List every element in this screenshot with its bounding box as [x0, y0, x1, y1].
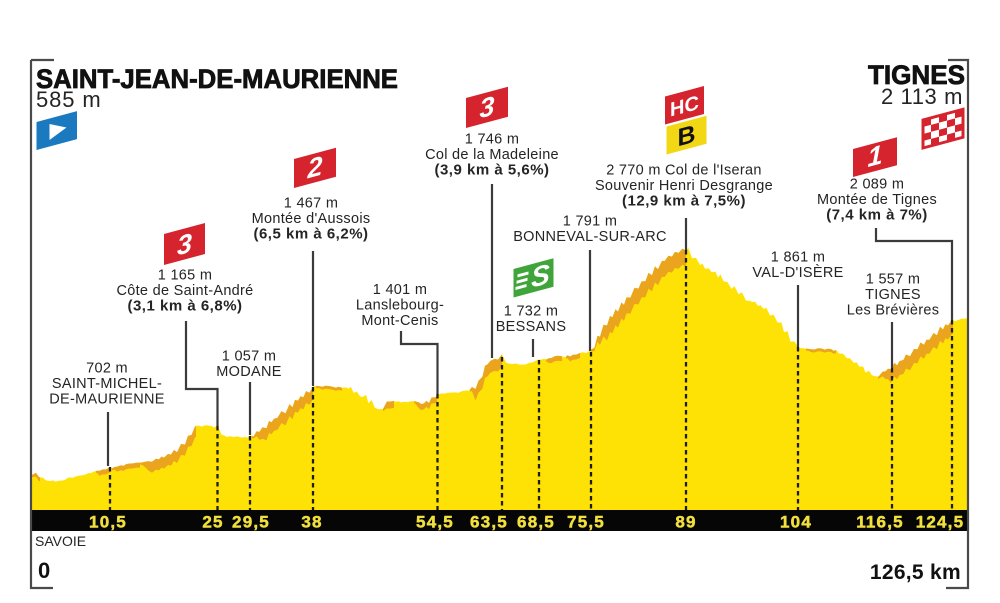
svg-text:1: 1 — [867, 139, 882, 173]
svg-text:SAVOIE: SAVOIE — [35, 533, 86, 549]
svg-text:1 791 m: 1 791 m — [563, 213, 618, 229]
svg-text:TIGNES: TIGNES — [865, 287, 921, 303]
svg-text:Montée de Tignes: Montée de Tignes — [817, 192, 937, 208]
svg-text:S: S — [531, 258, 550, 294]
svg-text:Côte de Saint-André: Côte de Saint-André — [116, 283, 253, 299]
svg-text:(6,5 km à 6,2%): (6,5 km à 6,2%) — [253, 225, 368, 242]
svg-text:SAINT-MICHEL-: SAINT-MICHEL- — [52, 376, 162, 392]
svg-text:Lanslebourg-: Lanslebourg- — [356, 297, 444, 313]
svg-text:1 401 m: 1 401 m — [373, 282, 428, 298]
svg-text:2 113 m: 2 113 m — [881, 84, 963, 109]
svg-text:3: 3 — [177, 227, 192, 261]
svg-text:1 861 m: 1 861 m — [771, 249, 826, 265]
svg-text:1 057 m: 1 057 m — [222, 348, 277, 364]
svg-text:B: B — [677, 120, 695, 152]
svg-text:BONNEVAL-SUR-ARC: BONNEVAL-SUR-ARC — [513, 229, 667, 245]
svg-text:89: 89 — [675, 513, 696, 532]
svg-text:3: 3 — [479, 90, 494, 124]
svg-text:TIGNES: TIGNES — [868, 60, 965, 90]
svg-text:(12,9 km à 7,5%): (12,9 km à 7,5%) — [622, 192, 746, 209]
svg-text:126,5 km: 126,5 km — [870, 561, 961, 584]
svg-text:Montée d'Aussois: Montée d'Aussois — [252, 211, 371, 227]
svg-text:MODANE: MODANE — [216, 364, 281, 380]
svg-text:63,5: 63,5 — [470, 513, 508, 532]
svg-text:1 467 m: 1 467 m — [284, 195, 339, 211]
svg-text:702 m: 702 m — [86, 360, 128, 376]
svg-text:BESSANS: BESSANS — [496, 319, 567, 335]
svg-text:1 165 m: 1 165 m — [158, 267, 213, 283]
svg-text:Mont-Cenis: Mont-Cenis — [361, 313, 438, 329]
svg-text:(7,4 km à 7%): (7,4 km à 7%) — [826, 206, 928, 223]
svg-text:SAINT-JEAN-DE-MAURIENNE: SAINT-JEAN-DE-MAURIENNE — [36, 64, 398, 94]
svg-text:1 732 m: 1 732 m — [504, 303, 559, 319]
svg-text:(3,1 km à 6,8%): (3,1 km à 6,8%) — [127, 297, 242, 314]
svg-text:25: 25 — [202, 513, 223, 532]
svg-text:104: 104 — [780, 513, 812, 532]
svg-text:124,5: 124,5 — [916, 513, 965, 532]
svg-text:10,5: 10,5 — [89, 513, 127, 532]
svg-text:2: 2 — [307, 150, 323, 185]
svg-text:38: 38 — [301, 513, 322, 532]
svg-text:1 746 m: 1 746 m — [465, 131, 520, 147]
svg-text:585 m: 585 m — [36, 87, 102, 112]
svg-text:0: 0 — [38, 558, 50, 583]
svg-text:1 557 m: 1 557 m — [866, 271, 921, 287]
svg-text:DE-MAURIENNE: DE-MAURIENNE — [49, 391, 165, 407]
svg-text:Col de la Madeleine: Col de la Madeleine — [425, 147, 559, 163]
svg-text:2 089 m: 2 089 m — [850, 176, 905, 192]
svg-text:116,5: 116,5 — [856, 513, 904, 532]
svg-text:Souvenir Henri Desgrange: Souvenir Henri Desgrange — [595, 178, 773, 194]
svg-text:75,5: 75,5 — [567, 513, 605, 532]
svg-text:29,5: 29,5 — [232, 513, 270, 532]
svg-text:54,5: 54,5 — [416, 513, 454, 532]
svg-text:2 770 m Col de l'Iseran: 2 770 m Col de l'Iseran — [606, 162, 762, 178]
svg-text:68,5: 68,5 — [517, 513, 555, 532]
svg-text:(3,9 km à 5,6%): (3,9 km à 5,6%) — [434, 161, 549, 178]
svg-text:Les Brévières: Les Brévières — [847, 302, 940, 318]
svg-text:VAL-D'ISÈRE: VAL-D'ISÈRE — [752, 264, 843, 281]
